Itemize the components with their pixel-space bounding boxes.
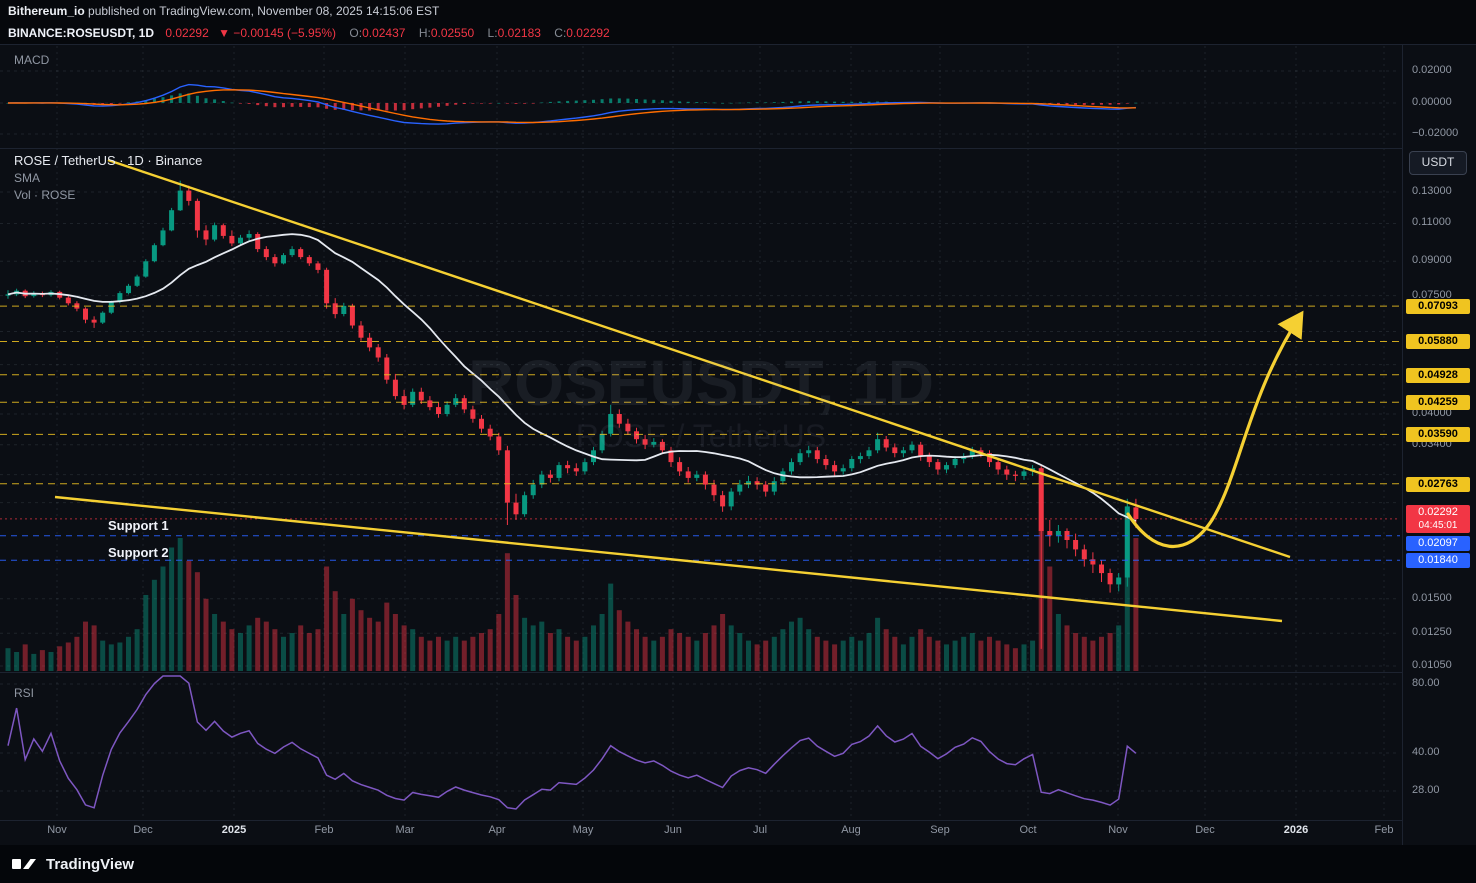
high-label: H: <box>418 26 431 40</box>
time-axis-label: Jul <box>752 824 768 836</box>
publish-bar: Bithereum_io published on TradingView.co… <box>0 0 1476 22</box>
close-value: 0.02292 <box>566 26 610 40</box>
support1-label[interactable]: Support 1 <box>108 518 169 533</box>
support-level-badge: 0.01840 <box>1406 553 1470 569</box>
yellow-level-badge: 0.04259 <box>1406 395 1470 411</box>
price-axis-label: 0.01050 <box>1412 659 1452 671</box>
time-axis-label: Jun <box>664 824 682 836</box>
yellow-level-badge: 0.03590 <box>1406 427 1470 443</box>
time-axis-label: Feb <box>314 824 334 836</box>
macd-axis-label: 0.02000 <box>1412 64 1452 76</box>
symbol-info-bar: BINANCE:ROSEUSDT, 1D 0.02292 ▼ −0.00145 … <box>0 22 1476 44</box>
rsi-line <box>7 675 1137 810</box>
price-axis-label: 0.09000 <box>1412 254 1452 267</box>
last-price-badge: 0.02292 04:45:01 <box>1406 504 1470 533</box>
rsi-axis-label: 40.00 <box>1412 746 1440 758</box>
price-axis[interactable]: USDT 0.02000 0.00000 −0.02000 80.00 40.00 28.… <box>1402 44 1476 845</box>
macd-pane-separator[interactable] <box>0 148 1402 149</box>
time-axis-label: Apr <box>488 824 506 836</box>
time-axis-label: Nov <box>1108 824 1128 836</box>
rsi-axis-label: 28.00 <box>1412 784 1440 796</box>
price-axis-label: 0.07500 <box>1412 288 1452 301</box>
macd-axis-label: −0.02000 <box>1412 127 1459 139</box>
time-axis-label: May <box>572 824 594 836</box>
upper-descending-trendline[interactable] <box>107 158 1291 559</box>
last-price-value: 0.02292 <box>165 26 209 40</box>
low-label: L: <box>487 26 498 40</box>
tradingview-logo-icon[interactable] <box>12 855 38 873</box>
time-axis-label: Dec <box>133 824 153 836</box>
yellow-level-badge: 0.07093 <box>1406 299 1470 315</box>
open-value: 0.02437 <box>362 26 406 40</box>
support2-label[interactable]: Support 2 <box>108 545 169 560</box>
time-axis-label: Nov <box>47 824 67 836</box>
footer-bar: TradingView <box>0 845 1476 883</box>
price-axis-label: 0.01500 <box>1412 591 1452 604</box>
sma-line <box>7 233 1137 522</box>
macd-axis-label: 0.00000 <box>1412 96 1452 108</box>
price-axis-label: 0.13000 <box>1412 185 1452 197</box>
time-axis-label: Mar <box>395 824 415 836</box>
volume-series <box>5 481 1139 671</box>
price-axis-label: 0.01250 <box>1412 626 1452 639</box>
open-label: O: <box>349 26 363 40</box>
support-level-badge: 0.02097 <box>1406 535 1470 551</box>
time-axis[interactable]: Nov Dec 2025 Feb Mar Apr May Jun Jul Aug Sep Oct Nov… <box>0 820 1402 845</box>
rsi-axis-label: 80.00 <box>1412 677 1440 689</box>
volume-legend[interactable]: Vol · ROSE <box>14 188 76 202</box>
rsi-legend[interactable]: RSI <box>14 686 35 700</box>
time-axis-label: 2026 <box>1283 824 1309 836</box>
countdown-timer: 04:45:01 <box>1418 519 1458 531</box>
yellow-level-badge: 0.05880 <box>1406 334 1470 350</box>
candlestick-series <box>5 180 1139 649</box>
price-change: ▼ −0.00145 (−5.95%) <box>218 26 337 40</box>
header-separator <box>0 44 1476 45</box>
low-value: 0.02183 <box>497 26 541 40</box>
main-legend-title[interactable]: ROSE / TetherUS · 1D · Binance <box>14 153 203 168</box>
sma-legend[interactable]: SMA <box>14 171 41 185</box>
high-value: 0.02550 <box>430 26 475 40</box>
rsi-pane-separator <box>0 820 1402 821</box>
publish-author[interactable]: Bithereum_io <box>8 4 85 18</box>
yellow-level-badge: 0.04928 <box>1406 367 1470 383</box>
price-levels <box>0 305 1400 561</box>
time-axis-label: Dec <box>1195 824 1215 836</box>
price-axis-label: 0.11000 <box>1412 216 1451 229</box>
tradingview-brand[interactable]: TradingView <box>46 855 135 873</box>
main-pane-separator[interactable] <box>0 672 1402 673</box>
symbol-name[interactable]: BINANCE:ROSEUSDT, 1D <box>8 26 155 40</box>
time-axis-label: Sep <box>930 824 950 836</box>
time-axis-label: Feb <box>1374 824 1394 836</box>
publish-text: published on TradingView.com, November 0… <box>84 4 440 18</box>
currency-toggle-button[interactable]: USDT <box>1409 151 1467 175</box>
gridlines <box>0 46 1400 819</box>
projection-arrow[interactable] <box>1126 310 1304 548</box>
time-axis-label: Aug <box>841 824 861 836</box>
price-axis-label: 0.04000 <box>1412 407 1452 420</box>
time-axis-label: 2025 <box>221 824 247 836</box>
yellow-level-badge: 0.02763 <box>1406 476 1470 492</box>
macd-indicator <box>6 83 1138 125</box>
time-axis-label: Oct <box>1019 824 1037 836</box>
lower-descending-support-line[interactable] <box>54 495 1283 623</box>
macd-legend[interactable]: MACD <box>14 53 50 67</box>
main-legend: ROSE / TetherUS · 1D · Binance SMA Vol ·… <box>14 153 202 202</box>
close-label: C: <box>554 26 567 40</box>
